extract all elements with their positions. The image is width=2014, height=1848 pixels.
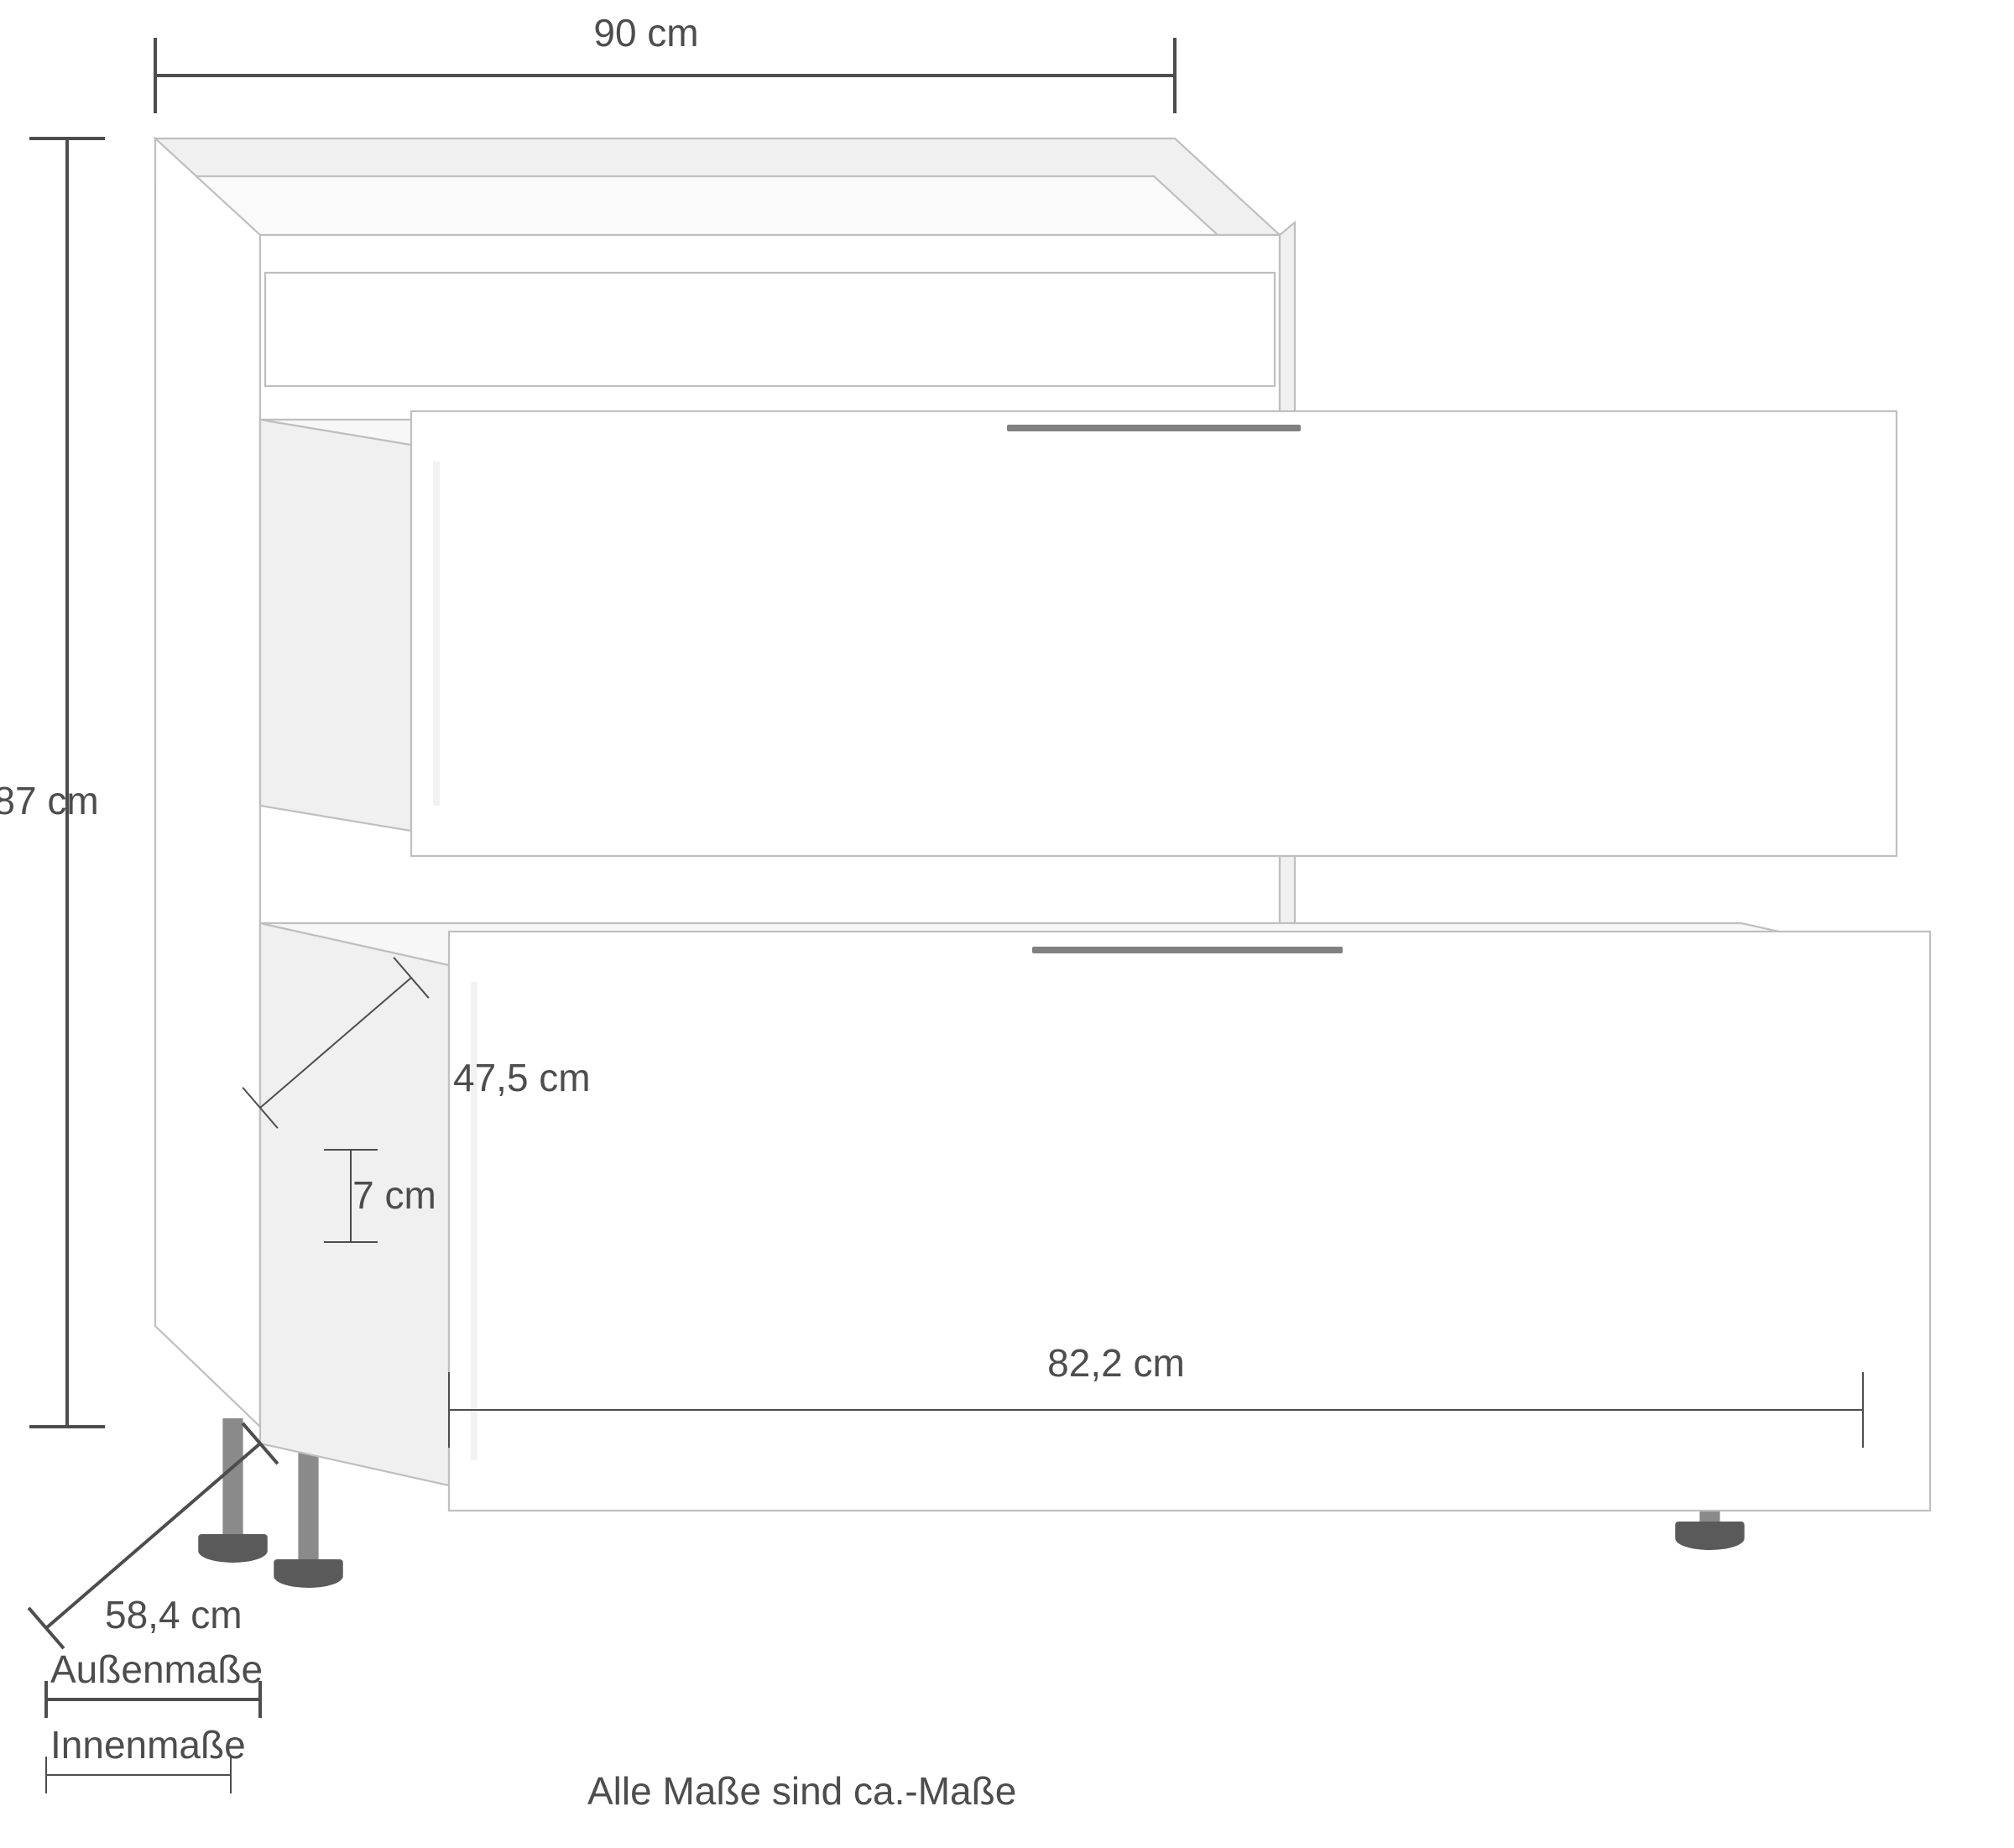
diagram-canvas: 90 cm 87 cm 58,4 cm 47,5 cm 7 cm 82,2 cm Auße… xyxy=(0,0,2014,1848)
dim-width-top: 90 cm xyxy=(155,11,1175,113)
drawer-upper xyxy=(260,411,1897,856)
legend-inner: Innenmaße xyxy=(46,1723,246,1793)
legend-outer-label: Außenmaße xyxy=(50,1647,263,1691)
dim-height-left-label: 87 cm xyxy=(0,779,99,822)
cabinet-left-side xyxy=(155,138,260,1427)
cabinet-top-panel xyxy=(265,273,1275,386)
legend-inner-label: Innenmaße xyxy=(50,1723,246,1767)
legend-outer: Außenmaße xyxy=(46,1647,263,1718)
dim-drawer-width-label: 82,2 cm xyxy=(1047,1341,1185,1385)
cabinet-foot xyxy=(274,1443,343,1588)
dim-height-left: 87 cm xyxy=(0,138,105,1427)
dim-drawer-depth-label: 47,5 cm xyxy=(453,1056,591,1099)
drawer-lower xyxy=(260,923,1930,1511)
dim-small-height-label: 7 cm xyxy=(352,1173,436,1217)
dim-width-top-label: 90 cm xyxy=(593,11,698,55)
dim-depth-label: 58,4 cm xyxy=(105,1593,243,1637)
drawer-upper-handle xyxy=(1007,425,1301,431)
footer-note: Alle Maße sind ca.-Maße xyxy=(587,1769,1016,1813)
drawer-lower-handle xyxy=(1032,947,1343,953)
